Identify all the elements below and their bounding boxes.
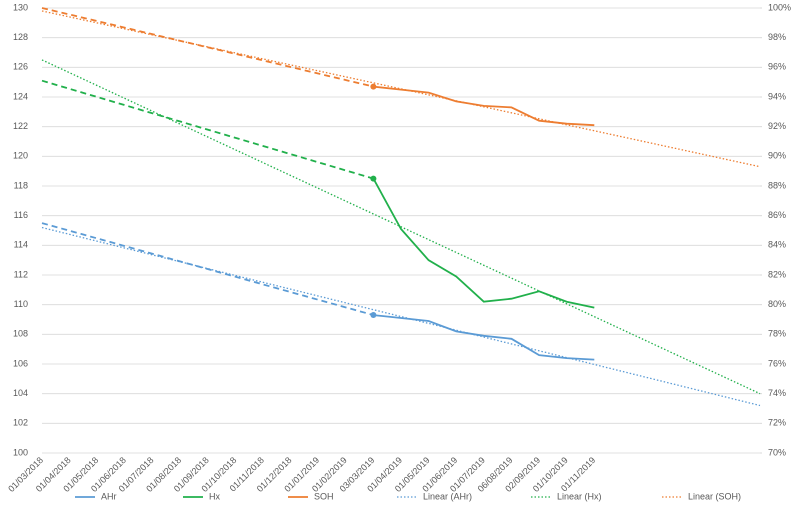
y2-tick-label: 80% [768,299,786,309]
y2-tick-label: 74% [768,388,786,398]
y-tick-label: 108 [13,329,28,339]
y2-tick-label: 96% [768,62,786,72]
y2-tick-label: 86% [768,210,786,220]
y2-tick-label: 78% [768,329,786,339]
legend-label: Linear (SOH) [688,491,741,501]
y-tick-label: 124 [13,91,28,101]
y-tick-label: 102 [13,418,28,428]
y2-tick-label: 72% [768,418,786,428]
series-line [373,85,595,127]
y-tick-label: 100 [13,447,28,457]
y2-tick-label: 82% [768,269,786,279]
y2-tick-label: 70% [768,447,786,457]
y-tick-label: 112 [14,269,28,279]
y-tick-label: 128 [13,32,28,42]
legend-label: Linear (Hx) [557,491,602,501]
y2-tick-label: 92% [768,121,786,131]
y2-tick-label: 84% [768,240,786,250]
series-marker [370,312,377,319]
legend-label: SOH [314,491,334,501]
y-tick-label: 126 [13,62,28,72]
y-tick-label: 116 [14,210,28,220]
series-gap-line [41,226,761,407]
y-tick-label: 122 [13,121,28,131]
series-gap-line [41,222,374,316]
y2-tick-label: 88% [768,180,786,190]
y2-tick-label: 76% [768,358,786,368]
y-tick-label: 114 [14,240,28,250]
series-marker [370,83,377,90]
series-gap-line [41,79,374,180]
y-tick-label: 120 [13,151,28,161]
legend-label: Hx [209,491,220,501]
y-tick-label: 110 [14,299,28,309]
y-tick-label: 118 [14,180,28,190]
y2-tick-label: 98% [768,32,786,42]
series-gap-line [41,7,374,88]
y2-tick-label: 94% [768,91,786,101]
legend-label: Linear (AHr) [423,491,472,501]
y-tick-label: 130 [13,2,28,12]
y-tick-label: 106 [13,358,28,368]
series-gap-line [41,59,761,395]
y-tick-label: 104 [13,388,28,398]
y2-tick-label: 100% [768,2,791,12]
series-line [372,178,595,309]
y2-tick-label: 90% [768,151,786,161]
legend-label: AHr [101,491,117,501]
